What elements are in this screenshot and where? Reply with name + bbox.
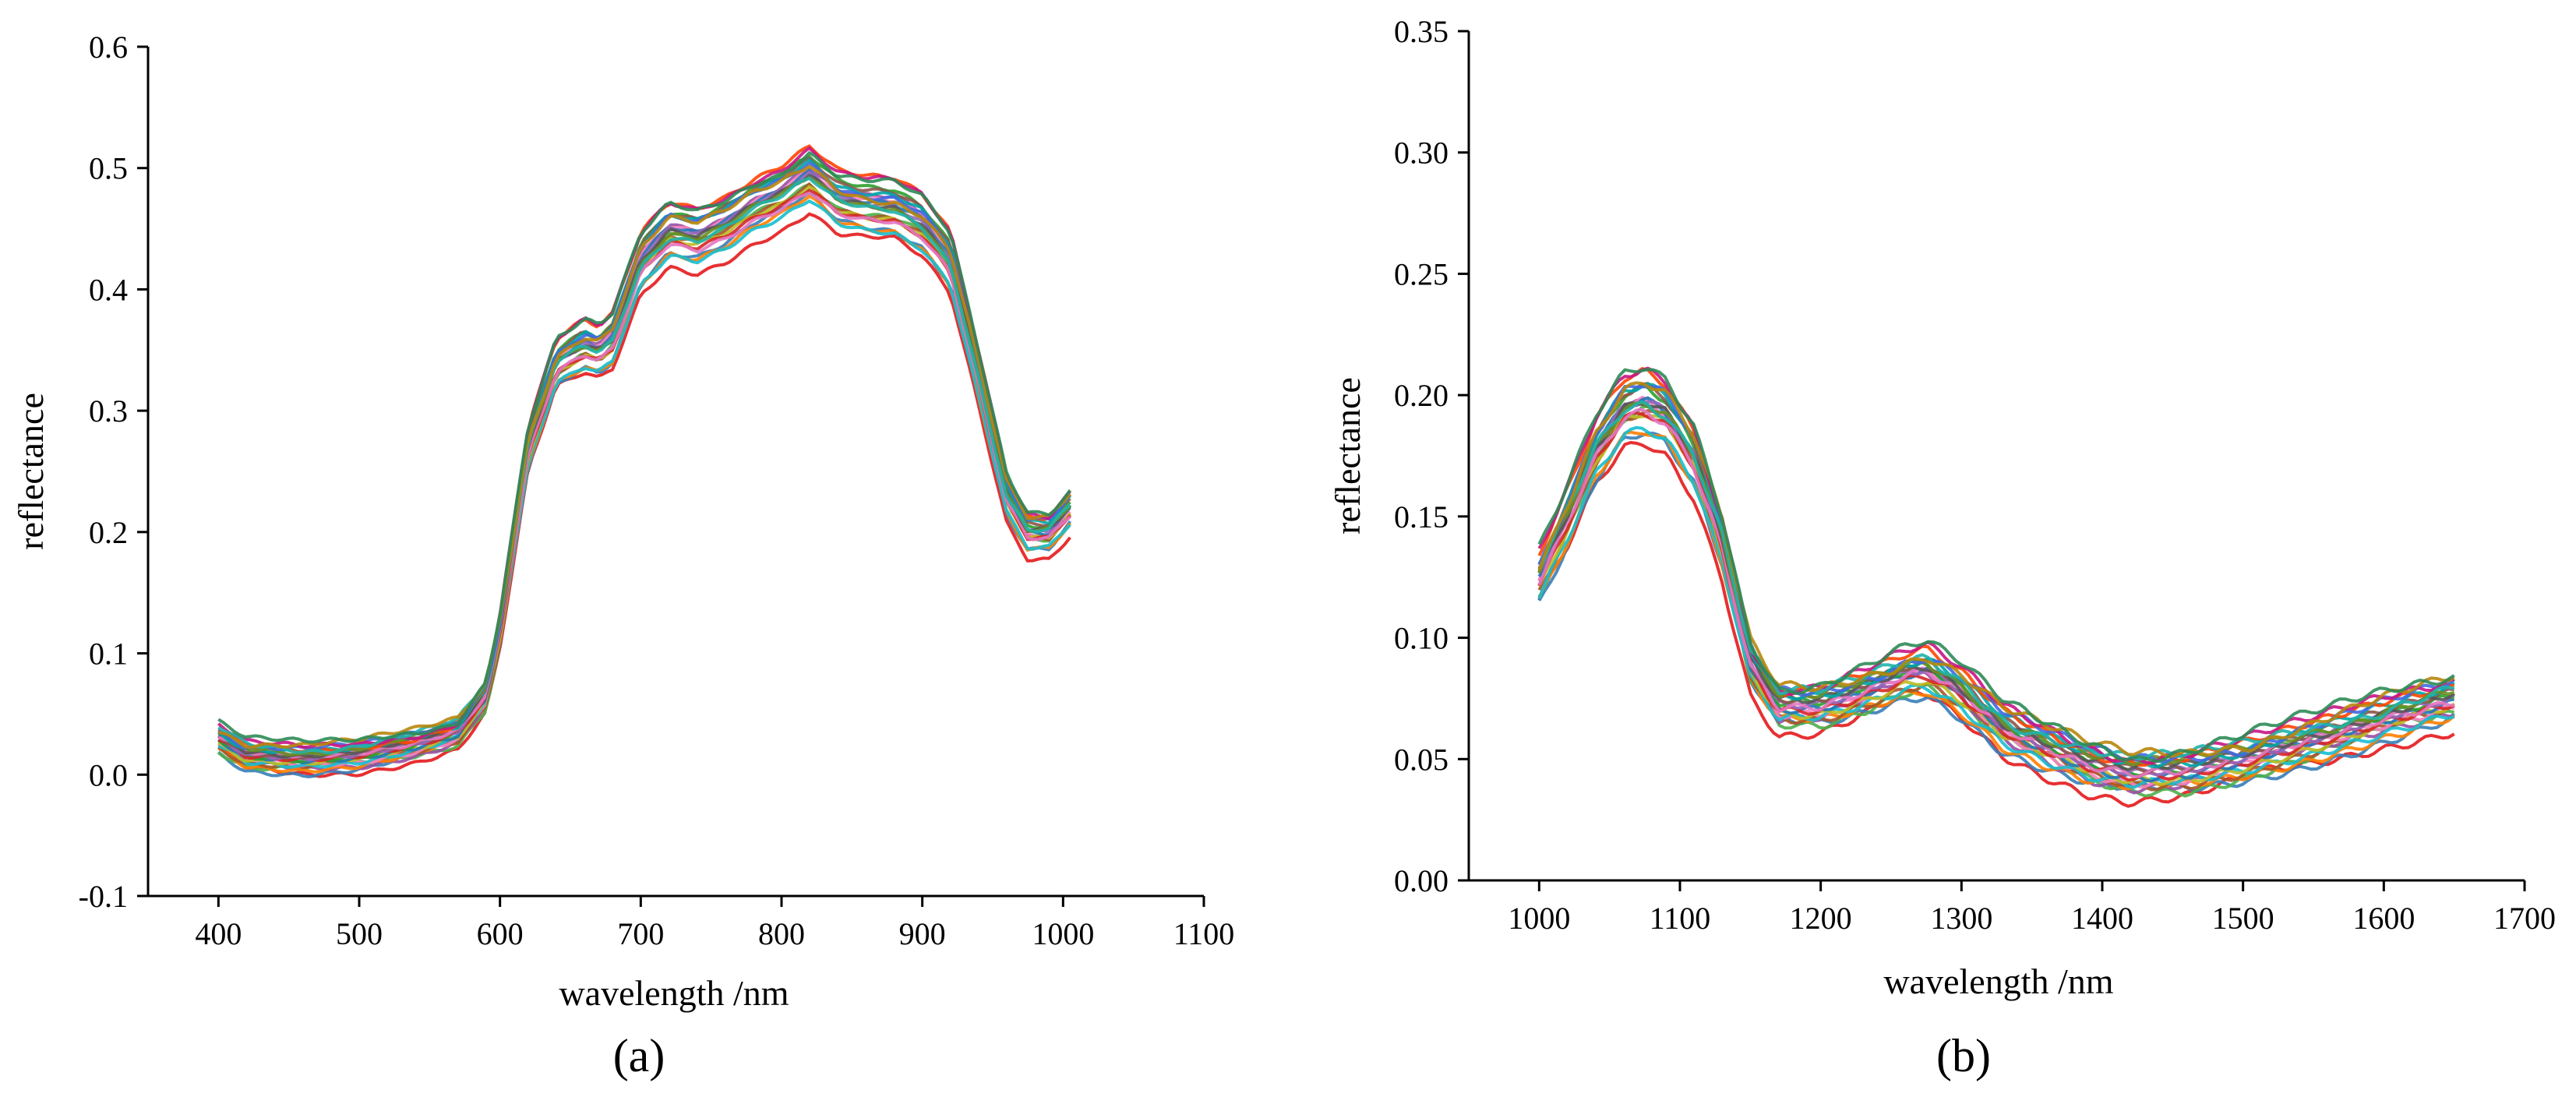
chart-panel-a: 400 500 600 700 800 900 1000 1100 -0.1 0.0 0.1 0.2… [11, 30, 1234, 1081]
y-ticks-b: 0.00 0.05 0.10 0.15 0.20 0.25 0.30 0.35 [1394, 14, 1469, 898]
x-ticks-a: 400 500 600 700 800 900 1000 1100 [195, 896, 1234, 951]
spectra-lines-b [1537, 366, 2455, 808]
x-tick-label-b: 1700 [2493, 901, 2556, 936]
y-tick-label-b: 0.35 [1394, 14, 1449, 49]
x-ticks-b: 1000 1100 1200 1300 1400 1500 1600 1700 [1508, 880, 2556, 936]
x-tick-label-a: 900 [899, 916, 946, 951]
y-tick-label-a: 0.3 [89, 393, 128, 429]
x-tick-label-b: 1200 [1790, 901, 1852, 936]
y-tick-label-a: 0.1 [89, 637, 128, 672]
x-tick-label-b: 1100 [1650, 901, 1711, 936]
y-tick-label-a: 0.6 [89, 30, 128, 65]
y-tick-label-b: 0.15 [1394, 499, 1449, 534]
x-tick-label-b: 1400 [2071, 901, 2133, 936]
x-tick-label-a: 800 [758, 916, 805, 951]
x-tick-label-b: 1000 [1508, 901, 1570, 936]
spectrum-line-a [217, 150, 1071, 744]
y-tick-label-b: 0.30 [1394, 136, 1449, 171]
y-tick-label-b: 0.00 [1394, 863, 1449, 898]
spectrum-line-b [1537, 425, 2455, 789]
y-tick-label-a: -0.1 [79, 879, 128, 914]
x-tick-label-b: 1600 [2352, 901, 2415, 936]
x-tick-label-a: 1100 [1173, 916, 1235, 951]
y-ticks-a: -0.1 0.0 0.1 0.2 0.3 0.4 0.5 0.6 [79, 30, 148, 914]
x-tick-label-a: 1000 [1032, 916, 1094, 951]
spectrum-line-b [1537, 368, 2455, 764]
x-tick-label-a: 400 [195, 916, 242, 951]
y-axis-title-b: reflectance [1328, 377, 1367, 534]
x-tick-label-a: 600 [477, 916, 524, 951]
y-axis-title-a: reflectance [11, 393, 51, 550]
y-tick-label-a: 0.5 [89, 151, 128, 186]
panel-label-a: (a) [613, 1030, 665, 1081]
x-tick-label-b: 1300 [1930, 901, 1992, 936]
y-tick-label-a: 0.4 [89, 272, 128, 307]
spectra-lines-a [217, 144, 1072, 779]
spectrum-line-b [1537, 400, 2455, 761]
y-tick-label-a: 0.0 [89, 757, 128, 792]
y-tick-label-b: 0.10 [1394, 621, 1449, 656]
x-tick-label-a: 700 [617, 916, 664, 951]
spectrum-line-b [1537, 381, 2455, 758]
x-tick-label-a: 500 [336, 916, 383, 951]
y-tick-label-a: 0.2 [89, 515, 128, 550]
x-axis-title-b: wavelength /nm [1883, 961, 2113, 1001]
spectrum-line-a [217, 176, 1071, 755]
y-tick-label-b: 0.05 [1394, 742, 1449, 777]
y-tick-label-b: 0.25 [1394, 256, 1449, 291]
spectrum-line-a [217, 176, 1071, 757]
x-axis-title-a: wavelength /nm [559, 973, 789, 1013]
panel-label-b: (b) [1936, 1030, 1991, 1081]
spectrum-line-a [217, 212, 1071, 778]
chart-panel-b: 1000 1100 1200 1300 1400 1500 1600 1700 0.000.0… [1328, 14, 2556, 1081]
x-tick-label-b: 1500 [2212, 901, 2274, 936]
y-tick-label-b: 0.20 [1394, 378, 1449, 413]
spectrum-line-a [217, 191, 1071, 759]
spectrum-line-a [217, 199, 1071, 769]
